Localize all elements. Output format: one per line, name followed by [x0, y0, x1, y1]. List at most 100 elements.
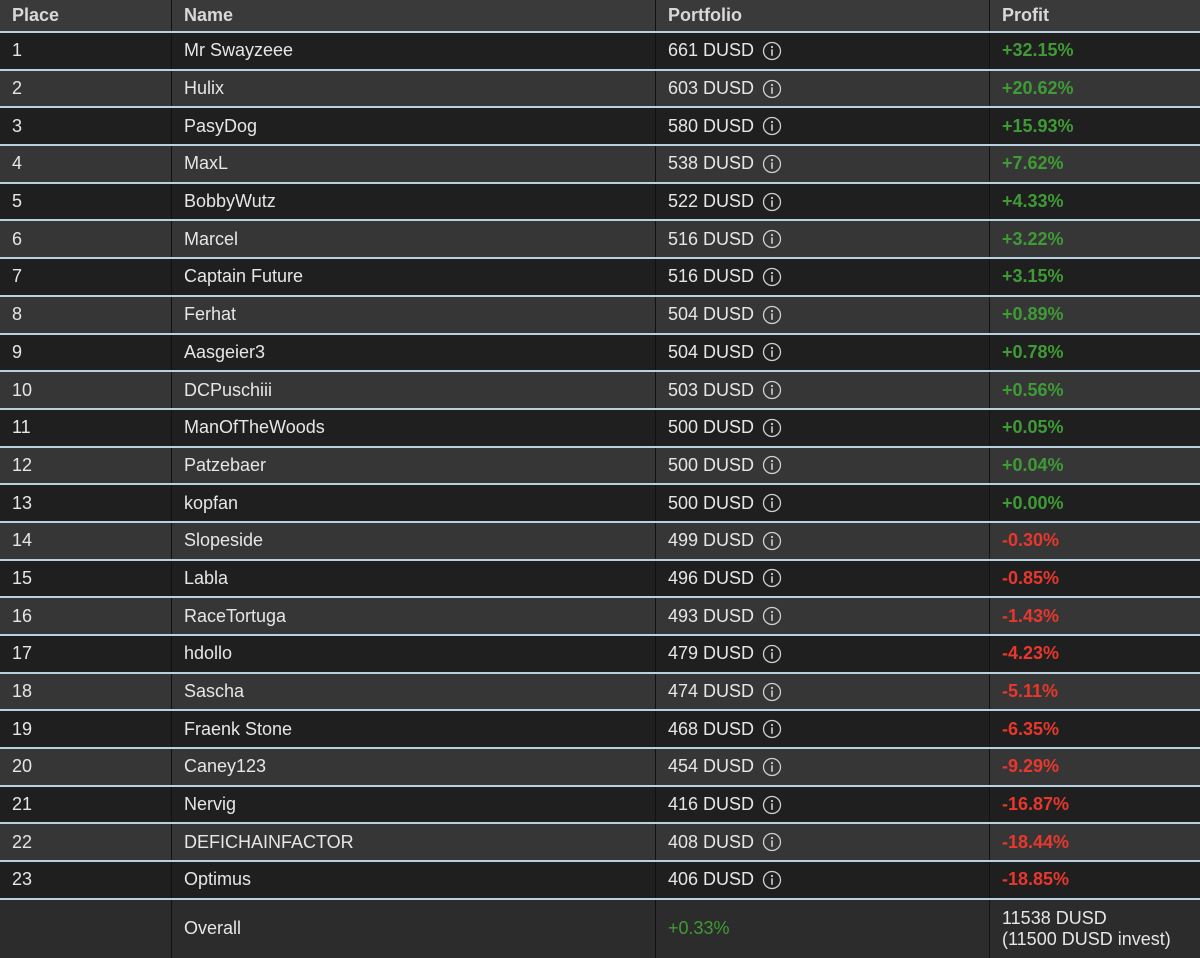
info-icon[interactable] [762, 493, 782, 513]
portfolio-value: 504 DUSD [668, 304, 755, 325]
portfolio-value: 516 DUSD [668, 228, 755, 249]
place-cell: 8 [0, 296, 172, 333]
name-cell: hdollo [172, 636, 656, 672]
place-cell: 12 [0, 447, 172, 484]
profit-cell: +0.04% [1002, 454, 1064, 475]
portfolio-cell: 500 DUSD [656, 409, 990, 446]
portfolio-cell: 538 DUSD [656, 146, 990, 182]
name-cell: Ferhat [172, 296, 656, 333]
place-cell: 13 [0, 485, 172, 521]
info-icon[interactable] [762, 79, 782, 99]
place-cell: 15 [0, 560, 172, 597]
info-icon[interactable] [762, 606, 782, 626]
table-row: 3 PasyDog 580 DUSD +15.93% [0, 106, 1200, 145]
info-icon[interactable] [762, 418, 782, 438]
portfolio-cell: 406 DUSD [656, 862, 990, 898]
portfolio-value: 538 DUSD [668, 153, 755, 174]
name-cell: MaxL [172, 146, 656, 182]
portfolio-value: 504 DUSD [668, 341, 755, 362]
portfolio-cell: 503 DUSD [656, 372, 990, 408]
profit-cell: -0.30% [1002, 530, 1060, 551]
header-cell: Profit [1002, 5, 1049, 25]
portfolio-value: 661 DUSD [668, 40, 755, 61]
info-icon[interactable] [762, 757, 782, 777]
table-row: 1 Mr Swayzeee 661 DUSD +32.15% [0, 31, 1200, 69]
info-icon[interactable] [762, 41, 782, 61]
place-cell: 9 [0, 334, 172, 371]
info-icon[interactable] [762, 531, 782, 551]
portfolio-value: 468 DUSD [668, 718, 755, 739]
info-icon[interactable] [762, 229, 782, 249]
portfolio-cell: +0.33% [656, 899, 990, 958]
profit-cell: +0.89% [1002, 304, 1064, 325]
profit-cell: -16.87% [1002, 794, 1070, 815]
header-row: Place Name Portfolio Profit [0, 0, 1200, 31]
info-icon[interactable] [762, 682, 782, 702]
place-cell: 2 [0, 70, 172, 107]
info-icon[interactable] [762, 455, 782, 475]
info-icon[interactable] [762, 192, 782, 212]
profit-cell: 11538 DUSD (11500 DUSD invest) [990, 900, 1200, 958]
portfolio-value: 522 DUSD [668, 191, 755, 212]
info-icon[interactable] [762, 719, 782, 739]
name-cell: DEFICHAINFACTOR [172, 824, 656, 861]
profit-cell: +0.05% [1002, 417, 1064, 438]
table-row: 14 Slopeside 499 DUSD -0.30% [0, 520, 1200, 559]
name-cell: Patzebaer [172, 447, 656, 484]
name-cell: BobbyWutz [172, 183, 656, 220]
place-cell: 23 [0, 862, 172, 898]
portfolio-value: 454 DUSD [668, 756, 755, 777]
name-cell: Aasgeier3 [172, 334, 656, 371]
profit-cell: -18.44% [1002, 831, 1070, 852]
name-cell: DCPuschiii [172, 372, 656, 408]
info-icon[interactable] [762, 644, 782, 664]
info-icon[interactable] [762, 305, 782, 325]
table-row: 19 Fraenk Stone 468 DUSD -6.35% [0, 709, 1200, 748]
info-icon[interactable] [762, 795, 782, 815]
table-row: 18 Sascha 474 DUSD -5.11% [0, 671, 1200, 710]
info-icon[interactable] [762, 870, 782, 890]
portfolio-value: 500 DUSD [668, 417, 755, 438]
portfolio-cell: 496 DUSD [656, 560, 990, 597]
info-icon[interactable] [762, 154, 782, 174]
portfolio-cell: 416 DUSD [656, 786, 990, 823]
table-row: 4 MaxL 538 DUSD +7.62% [0, 144, 1200, 182]
place-cell [0, 899, 172, 958]
portfolio-value: 500 DUSD [668, 454, 755, 475]
info-icon[interactable] [762, 267, 782, 287]
place-cell: 7 [0, 259, 172, 295]
name-cell: Slopeside [172, 522, 656, 559]
table-row: 23 Optimus 406 DUSD -18.85% [0, 860, 1200, 898]
profit-cell: -9.29% [1002, 756, 1060, 777]
table-row: 10 DCPuschiii 503 DUSD +0.56% [0, 370, 1200, 408]
name-cell: Caney123 [172, 749, 656, 785]
portfolio-cell: 504 DUSD [656, 296, 990, 333]
profit-cell: +7.62% [1002, 153, 1064, 174]
info-icon[interactable] [762, 832, 782, 852]
info-icon[interactable] [762, 380, 782, 400]
portfolio-value: 580 DUSD [668, 115, 755, 136]
table-row: 17 hdollo 479 DUSD -4.23% [0, 634, 1200, 672]
table-row: 20 Caney123 454 DUSD -9.29% [0, 747, 1200, 785]
portfolio-value: 603 DUSD [668, 78, 755, 99]
place-cell: 20 [0, 749, 172, 785]
profit-cell: +4.33% [1002, 191, 1064, 212]
profit-cell: -6.35% [1002, 718, 1060, 739]
portfolio-value: 499 DUSD [668, 530, 755, 551]
table-row: 5 BobbyWutz 522 DUSD +4.33% [0, 181, 1200, 220]
portfolio-value: 416 DUSD [668, 794, 755, 815]
profit-cell: +15.93% [1002, 115, 1074, 136]
profit-cell: +0.56% [1002, 379, 1064, 400]
info-icon[interactable] [762, 116, 782, 136]
overall-row: Overall +0.33% 11538 DUSD (11500 DUSD inves… [0, 897, 1200, 958]
table-row: 21 Nervig 416 DUSD -16.87% [0, 784, 1200, 823]
info-icon[interactable] [762, 568, 782, 588]
portfolio-cell: 522 DUSD [656, 183, 990, 220]
portfolio-value: 474 DUSD [668, 681, 755, 702]
name-cell: Overall [172, 899, 656, 958]
portfolio-cell: 408 DUSD [656, 824, 990, 861]
info-icon[interactable] [762, 342, 782, 362]
portfolio-value: 408 DUSD [668, 831, 755, 852]
name-cell: ManOfTheWoods [172, 409, 656, 446]
